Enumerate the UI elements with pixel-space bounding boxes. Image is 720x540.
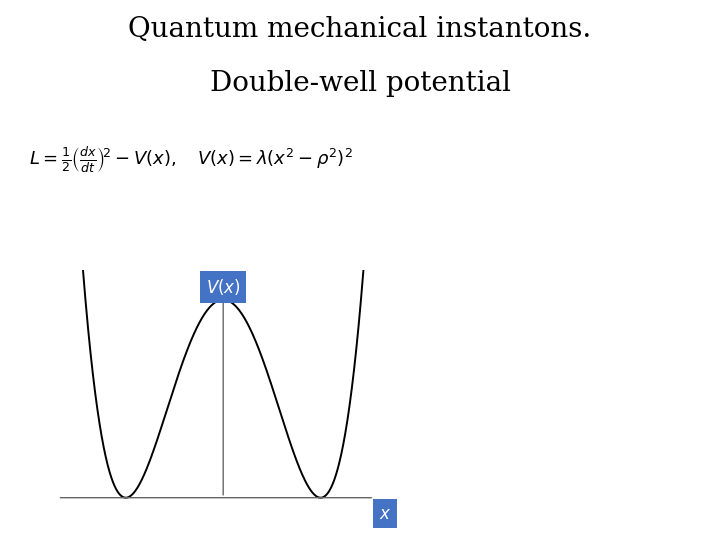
Text: $x$: $x$ (379, 504, 392, 523)
Text: $V(x)$: $V(x)$ (206, 277, 240, 297)
Text: Double-well potential: Double-well potential (210, 70, 510, 97)
Text: $L = \frac{1}{2}\left(\frac{dx}{dt}\right)^{\!2} - V(x),\quad V(x) = \lambda(x^2: $L = \frac{1}{2}\left(\frac{dx}{dt}\righ… (29, 146, 353, 176)
Text: Quantum mechanical instantons.: Quantum mechanical instantons. (128, 16, 592, 43)
